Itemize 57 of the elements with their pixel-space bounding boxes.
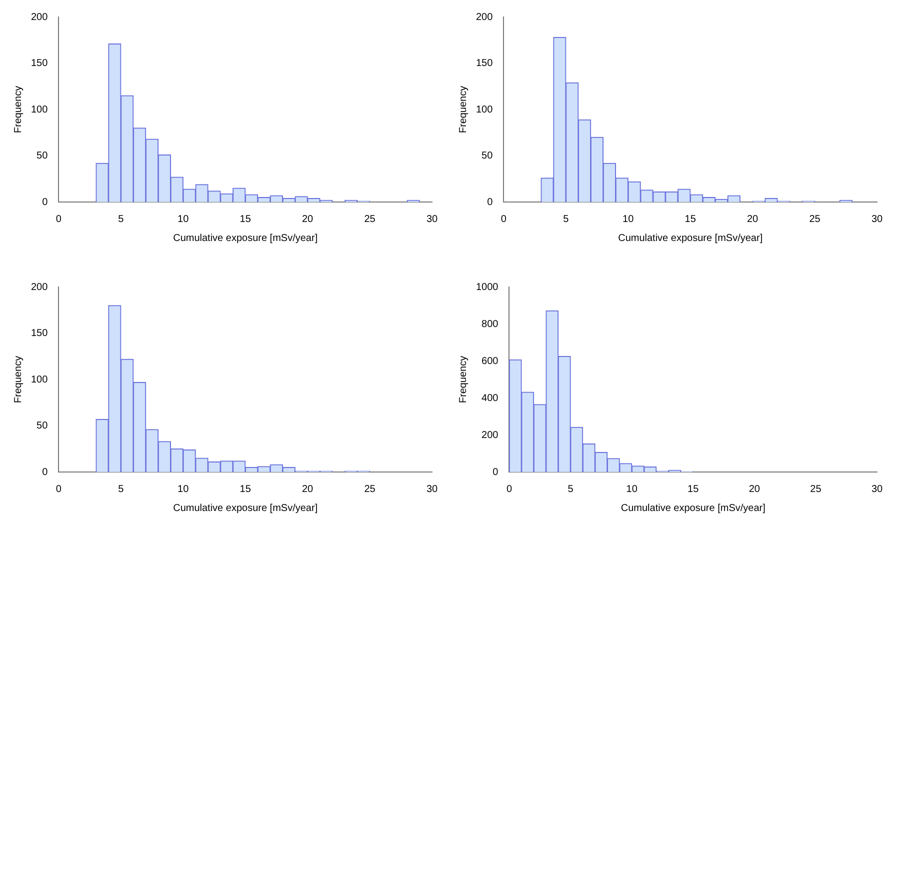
x-tick-label: 5 [118, 484, 124, 495]
y-tick-label: 200 [476, 12, 494, 23]
y-tick-label: 0 [492, 466, 499, 478]
y-tick-label: 50 [36, 420, 48, 432]
x-tick-label: 15 [240, 484, 252, 495]
y-tick-label: 0 [487, 196, 494, 208]
y-tick-label: 100 [30, 104, 48, 116]
y-tick-label: 0 [42, 196, 48, 208]
x-tick-label: 5 [118, 214, 124, 225]
x-tick-label: 10 [622, 214, 634, 225]
y-tick-label: 0 [42, 466, 48, 478]
x-tick-label: 30 [426, 214, 438, 225]
x-tick-label: 25 [364, 484, 376, 495]
x-tick-label: 15 [240, 214, 252, 225]
x-tick-label: 20 [748, 484, 760, 495]
x-tick-label: 30 [426, 484, 438, 495]
x-tick-label: 20 [747, 214, 759, 225]
x-axis-title: Cumulative exposure [mSv/year] [173, 232, 318, 244]
x-tick-label: 0 [56, 484, 62, 495]
x-tick-label: 10 [178, 214, 190, 225]
y-tick-label: 150 [30, 328, 48, 339]
y-tick-label: 50 [36, 150, 48, 162]
x-tick-label: 30 [871, 484, 883, 495]
x-tick-label: 25 [809, 214, 821, 225]
y-tick-label: 600 [482, 356, 499, 367]
x-axis-title: Cumulative exposure [mSv/year] [620, 502, 766, 514]
x-tick-label: 10 [178, 484, 190, 495]
x-axis-title: Cumulative exposure [mSv/year] [173, 502, 318, 514]
y-axis-title: Frequency [12, 86, 24, 134]
x-tick-label: 0 [506, 484, 512, 495]
x-tick-label: 15 [688, 484, 700, 495]
x-tick-label: 25 [364, 214, 376, 225]
y-tick-label: 400 [482, 392, 499, 404]
x-tick-label: 0 [56, 214, 62, 225]
y-axis-title: Frequency [458, 86, 469, 134]
x-tick-label: 5 [563, 214, 570, 225]
y-tick-label: 100 [476, 104, 494, 116]
x-tick-label: 5 [568, 484, 574, 495]
y-tick-label: 200 [30, 12, 48, 23]
y-tick-label: 150 [30, 58, 48, 69]
y-axis-title: Frequency [12, 356, 24, 404]
y-tick-label: 200 [30, 282, 48, 293]
x-axis-title: Cumulative exposure [mSv/year] [618, 232, 763, 244]
x-tick-label: 20 [302, 214, 314, 225]
y-tick-label: 50 [482, 150, 494, 162]
y-tick-label: 800 [482, 318, 499, 330]
x-tick-label: 0 [500, 214, 507, 225]
x-tick-label: 20 [302, 484, 314, 495]
x-tick-label: 25 [810, 484, 822, 495]
y-tick-label: 200 [482, 430, 499, 441]
y-tick-label: 150 [476, 58, 494, 69]
x-tick-label: 15 [684, 214, 696, 225]
x-tick-label: 10 [626, 484, 638, 495]
x-tick-label: 30 [871, 214, 883, 225]
y-axis-title: Frequency [458, 356, 469, 404]
y-tick-label: 1000 [476, 282, 499, 293]
y-tick-label: 100 [30, 374, 48, 386]
